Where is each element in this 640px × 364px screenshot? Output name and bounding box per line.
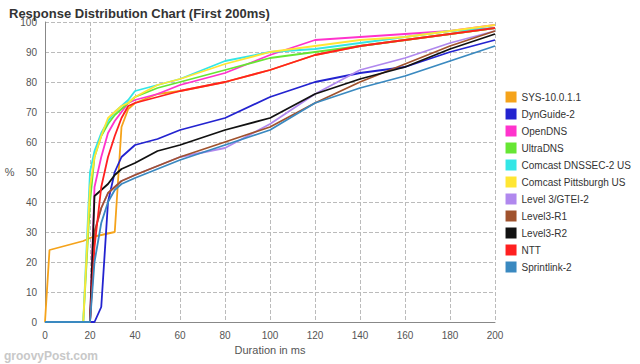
svg-text:100: 100 — [20, 16, 37, 28]
svg-text:50: 50 — [26, 167, 38, 178]
svg-text:20: 20 — [84, 330, 96, 341]
svg-text:30: 30 — [26, 227, 38, 238]
svg-text:groovyPost.com: groovyPost.com — [4, 349, 98, 363]
svg-text:120: 120 — [307, 330, 324, 341]
svg-text:160: 160 — [397, 330, 414, 341]
svg-text:40: 40 — [26, 197, 38, 208]
svg-text:SYS-10.0.1.1: SYS-10.0.1.1 — [522, 92, 582, 103]
svg-text:80: 80 — [26, 77, 38, 88]
svg-text:60: 60 — [26, 137, 38, 148]
svg-text:Comcast Pittsburgh US: Comcast Pittsburgh US — [522, 177, 626, 188]
svg-text:40: 40 — [129, 330, 141, 341]
svg-text:10: 10 — [26, 287, 38, 298]
svg-text:%: % — [5, 166, 15, 178]
svg-text:Duration in ms: Duration in ms — [235, 344, 306, 356]
svg-text:Response Distribution Chart (F: Response Distribution Chart (First 200ms… — [9, 6, 270, 21]
svg-text:100: 100 — [262, 330, 279, 341]
svg-text:NTT: NTT — [522, 245, 541, 256]
svg-text:20: 20 — [26, 257, 38, 268]
svg-text:0: 0 — [31, 317, 37, 328]
svg-text:Sprintlink-2: Sprintlink-2 — [522, 262, 572, 273]
svg-text:0: 0 — [42, 330, 48, 341]
svg-text:DynGuide-2: DynGuide-2 — [522, 109, 576, 120]
svg-text:Level3-R1: Level3-R1 — [522, 211, 568, 222]
svg-text:Level 3/GTEI-2: Level 3/GTEI-2 — [522, 194, 590, 205]
svg-text:Comcast DNSSEC-2 US: Comcast DNSSEC-2 US — [522, 160, 632, 171]
svg-text:140: 140 — [352, 330, 369, 341]
svg-text:90: 90 — [26, 47, 38, 58]
svg-text:80: 80 — [219, 330, 231, 341]
svg-text:Level3-R2: Level3-R2 — [522, 228, 568, 239]
svg-text:UltraDNS: UltraDNS — [522, 143, 565, 154]
svg-text:200: 200 — [487, 330, 504, 341]
svg-text:70: 70 — [26, 107, 38, 118]
svg-text:60: 60 — [174, 330, 186, 341]
svg-text:OpenDNS: OpenDNS — [522, 126, 568, 137]
svg-text:180: 180 — [442, 330, 459, 341]
